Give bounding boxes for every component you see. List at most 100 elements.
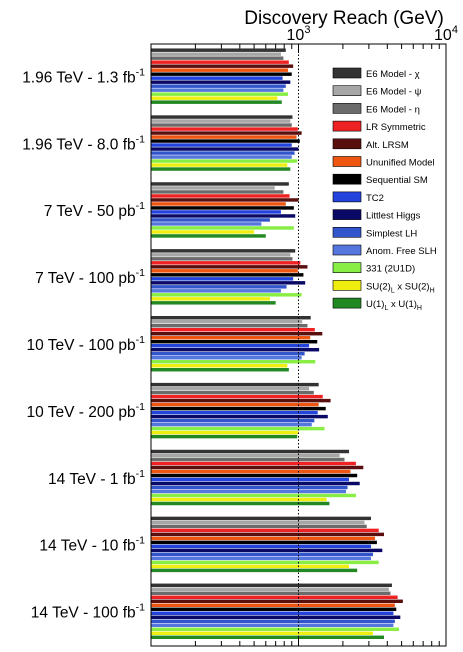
- legend-swatch: [332, 244, 362, 256]
- bar-1-6: [151, 139, 300, 143]
- bar-2-12: [151, 230, 255, 234]
- legend-label: Sequential SM: [366, 175, 428, 186]
- bar-0-10: [151, 88, 284, 92]
- bar-4-5: [151, 336, 311, 340]
- bar-8-11: [151, 627, 399, 632]
- legend-label: SU(2)L x SU(2)H: [366, 281, 435, 294]
- bar-0-9: [151, 84, 286, 88]
- category-labels: 1.96 TeV - 1.3 fb-1 1.96 TeV - 8.0 fb-1 7 …: [22, 66, 145, 621]
- bar-4-9: [151, 352, 305, 356]
- legend-label: U(1)L x U(1)H: [366, 299, 422, 312]
- bar-1-11: [151, 159, 298, 163]
- category-label: 10 TeV - 200 pb-1: [26, 401, 145, 421]
- bar-6-1: [151, 453, 340, 458]
- bar-4-2: [151, 324, 308, 328]
- bar-6-4: [151, 465, 364, 470]
- bar-5-11: [151, 426, 325, 431]
- bar-5-10: [151, 422, 312, 427]
- bar-3-6: [151, 273, 304, 277]
- bar-3-12: [151, 297, 270, 301]
- legend-label: E6 Model - ψ: [366, 87, 422, 98]
- bar-6-10: [151, 489, 347, 494]
- bar-3-0: [151, 249, 296, 253]
- bar-5-1: [151, 386, 310, 391]
- bar-8-5: [151, 603, 395, 608]
- bar-5-0: [151, 382, 319, 387]
- bar-6-11: [151, 493, 356, 498]
- category-label: 7 TeV - 100 pb-1: [35, 267, 145, 287]
- bar-5-8: [151, 414, 328, 419]
- bar-8-7: [151, 611, 394, 616]
- bar-2-10: [151, 222, 262, 226]
- bar-4-12: [151, 364, 288, 368]
- bar-0-7: [151, 76, 283, 80]
- bar-8-4: [151, 599, 403, 604]
- category-label: 14 TeV - 1 fb-1: [48, 468, 145, 488]
- bar-2-11: [151, 226, 294, 230]
- bar-6-8: [151, 481, 360, 486]
- legend-label: Anom. Free SLH: [366, 246, 437, 257]
- bar-2-0: [151, 182, 289, 186]
- bar-2-7: [151, 210, 281, 214]
- bar-4-3: [151, 328, 315, 332]
- bar-2-2: [151, 190, 284, 194]
- category-label: 1.96 TeV - 1.3 fb-1: [22, 66, 145, 86]
- bar-0-8: [151, 80, 291, 84]
- category-label: 7 TeV - 50 pb-1: [44, 200, 145, 220]
- bar-7-7: [151, 544, 371, 549]
- chart-title: Discovery Reach (GeV): [244, 8, 444, 29]
- legend-swatch: [332, 103, 362, 114]
- bar-3-10: [151, 289, 281, 293]
- bar-1-9: [151, 151, 295, 155]
- bar-1-12: [151, 163, 288, 167]
- bar-3-1: [151, 253, 291, 257]
- bar-6-2: [151, 457, 345, 462]
- bar-7-0: [151, 516, 371, 521]
- x-tick-labels: 103 104: [287, 24, 458, 44]
- legend-swatch: [332, 120, 362, 132]
- bar-2-6: [151, 206, 294, 210]
- bar-4-13: [151, 368, 289, 372]
- legend-label: Littlest Higgs: [366, 211, 421, 222]
- legend-label: LR Symmetric: [366, 122, 426, 133]
- bar-5-12: [151, 430, 299, 435]
- bar-8-9: [151, 619, 395, 624]
- category-label: 14 TeV - 10 fb-1: [39, 535, 145, 555]
- bar-5-2: [151, 390, 314, 395]
- bar-4-8: [151, 348, 320, 352]
- bar-0-6: [151, 72, 292, 76]
- bar-1-5: [151, 135, 297, 139]
- bar-7-13: [151, 568, 358, 573]
- bar-4-1: [151, 320, 303, 324]
- bar-4-0: [151, 316, 311, 320]
- bar-0-3: [151, 60, 289, 64]
- bar-4-4: [151, 332, 323, 336]
- legend-swatch: [332, 262, 362, 274]
- bar-1-13: [151, 167, 291, 171]
- legend-swatch: [332, 297, 362, 309]
- bar-5-4: [151, 398, 331, 403]
- bar-1-4: [151, 131, 302, 135]
- bar-1-1: [151, 119, 291, 123]
- bar-8-2: [151, 591, 391, 596]
- bar-3-9: [151, 285, 287, 289]
- bar-3-11: [151, 293, 302, 297]
- bar-0-1: [151, 52, 281, 56]
- bar-4-10: [151, 356, 302, 360]
- bar-8-3: [151, 595, 398, 600]
- bar-2-13: [151, 234, 266, 238]
- bar-0-13: [151, 100, 282, 104]
- legend-swatch: [332, 280, 362, 291]
- bar-1-8: [151, 147, 299, 151]
- bars-group: [151, 48, 403, 640]
- bar-1-10: [151, 155, 292, 159]
- bar-3-8: [151, 281, 306, 285]
- bar-0-2: [151, 56, 284, 60]
- bar-3-3: [151, 261, 301, 265]
- legend-label: Alt. LRSM: [366, 140, 409, 151]
- legend-label: Simplest LH: [366, 228, 417, 239]
- bar-7-5: [151, 536, 375, 541]
- bar-0-4: [151, 64, 294, 68]
- bar-2-8: [151, 214, 296, 218]
